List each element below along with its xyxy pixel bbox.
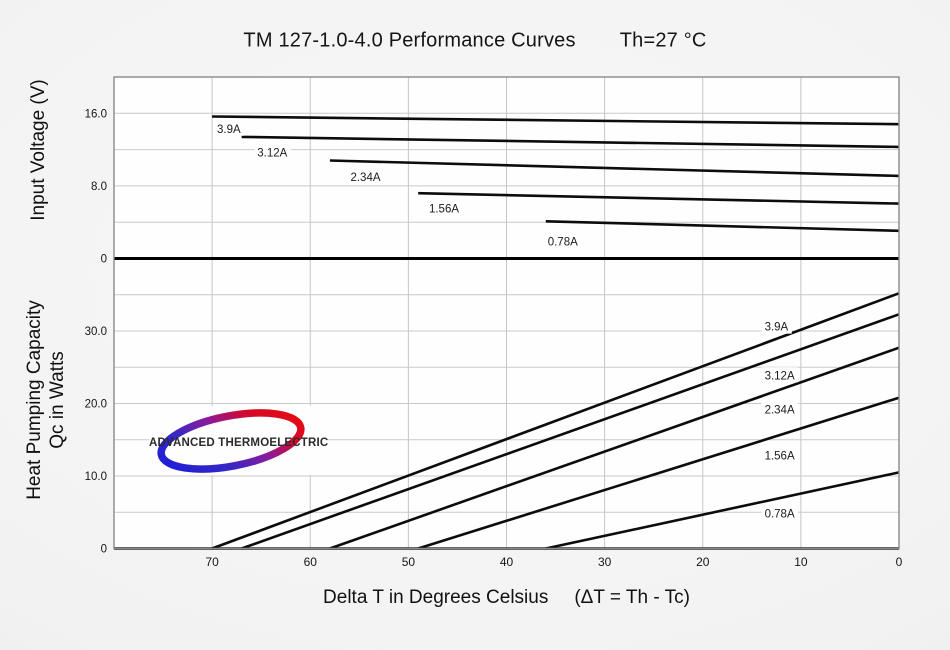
series-curve-heat-pumping-capacity-0.78A [545,471,900,550]
y-tick-label-input-voltage-8.0: 8.0 [91,181,107,193]
series-label-input-voltage-3.12A: 3.12A [257,147,287,159]
series-label-bg-3.12A [254,144,291,160]
series-curve-input-voltage-3.12A [241,135,900,149]
x-axis-title: Delta T in Degrees Celsius (ΔT = Th - Tc) [114,587,899,609]
y-axis-title-qc-line1: Heat Pumping Capacity [24,300,45,500]
series-label-bg-3.9A [214,120,245,136]
series-label-input-voltage-1.56A: 1.56A [429,204,459,216]
y-axis-title-voltage: Input Voltage (V) [28,79,49,221]
series-curve-heat-pumping-capacity-3.9A [211,292,900,550]
chart-title-main: TM 127-1.0-4.0 Performance Curves [243,29,576,52]
series-label-bg-2.34A [347,168,384,184]
x-tick-label-20: 20 [696,555,710,569]
series-label-heat-pumping-capacity-3.9A: 3.9A [765,322,789,334]
advanced-thermoelectric-logo: ADVANCED THERMOELECTRIC [149,406,329,475]
series-curve-input-voltage-1.56A [418,191,900,205]
series-label-bg-0.78A [761,505,799,521]
series-curve-input-voltage-3.9A [212,115,900,126]
x-tick-label-0: 0 [896,555,903,569]
y-tick-label-heat-pumping-capacity-30.0: 30.0 [85,326,107,338]
series-label-heat-pumping-capacity-3.12A: 3.12A [765,370,795,382]
series-label-heat-pumping-capacity-1.56A: 1.56A [765,451,795,463]
series-label-bg-3.9A [761,318,792,334]
logo-ellipse [157,409,305,473]
y-tick-label-input-voltage-0: 0 [101,254,107,266]
x-axis-title-note: (ΔT = Th - Tc) [574,587,690,608]
series-label-input-voltage-2.34A: 2.34A [350,172,380,184]
series-curve-heat-pumping-capacity-3.12A [241,313,900,550]
series-curve-heat-pumping-capacity-1.56A [417,396,900,550]
series-label-input-voltage-0.78A: 0.78A [548,236,578,248]
y-tick-label-heat-pumping-capacity-10.0: 10.0 [85,471,107,483]
x-tick-label-60: 60 [304,555,318,569]
series-label-bg-3.12A [761,367,799,383]
plot-frame [113,76,900,550]
chart-title: TM 127-1.0-4.0 Performance Curves Th=27 … [243,30,706,53]
series-curve-input-voltage-2.34A [329,159,900,178]
series-label-bg-0.78A [544,233,582,249]
chart-title-condition: Th=27 °C [619,29,707,52]
series-label-input-voltage-3.9A: 3.9A [217,124,241,136]
logo-text: ADVANCED THERMOELECTRIC [149,437,329,449]
x-tick-label-30: 30 [598,555,612,569]
y-tick-label-input-voltage-16.0: 16.0 [85,108,107,120]
logo-swoosh-icon [157,409,305,473]
y-tick-label-heat-pumping-capacity-20.0: 20.0 [85,399,107,411]
series-curve-input-voltage-0.78A [545,220,900,233]
series-label-heat-pumping-capacity-2.34A: 2.34A [765,404,795,416]
x-tick-label-10: 10 [794,555,808,569]
series-label-bg-1.56A [425,200,463,216]
series-label-bg-2.34A [761,401,799,417]
series-label-bg-1.56A [761,447,799,463]
series-curve-heat-pumping-capacity-2.34A [329,346,900,550]
x-axis-title-text: Delta T in Degrees Celsius [323,587,549,608]
series-label-heat-pumping-capacity-0.78A: 0.78A [765,509,795,521]
x-tick-label-40: 40 [500,555,514,569]
y-axis-title-qc: Heat Pumping Capacity Qc in Watts [23,300,69,500]
y-axis-title-qc-line2: Qc in Watts [47,351,68,449]
x-tick-label-50: 50 [402,555,416,569]
y-tick-label-heat-pumping-capacity-0: 0 [101,544,107,556]
x-tick-label-70: 70 [205,555,219,569]
